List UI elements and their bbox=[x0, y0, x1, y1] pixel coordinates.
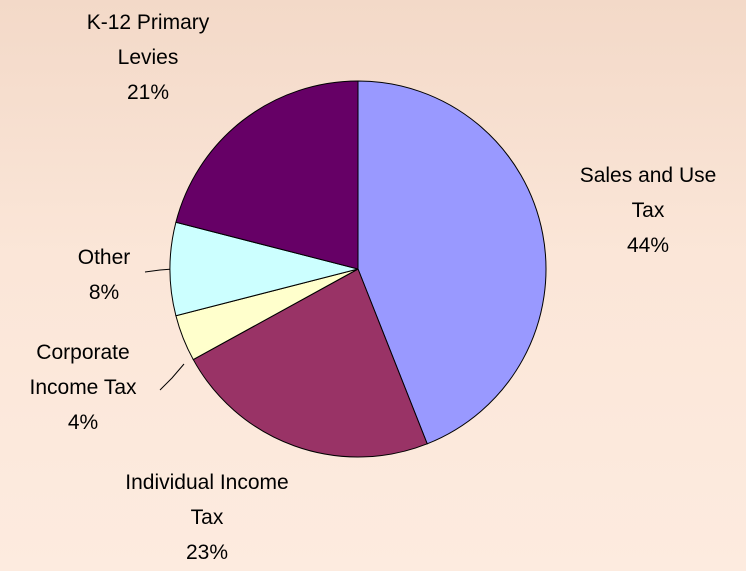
value-label: 8% bbox=[88, 281, 120, 304]
leader-line bbox=[144, 268, 174, 273]
pie-slice bbox=[169, 221, 359, 317]
value-label: 23% bbox=[185, 541, 229, 564]
value-label: 44% bbox=[626, 234, 670, 257]
slice-label: Sales and Use Tax 44% bbox=[568, 158, 728, 263]
slice-label: Other 8% bbox=[64, 240, 144, 310]
value-label: 4% bbox=[67, 411, 99, 434]
slice-label: K-12 Primary Levies 21% bbox=[68, 5, 228, 110]
slice-label: Corporate Income Tax 4% bbox=[8, 335, 158, 440]
category-label: K-12 Primary Levies bbox=[86, 11, 210, 69]
slice-label: Individual Income Tax 23% bbox=[117, 465, 297, 570]
category-label: Sales and Use Tax bbox=[579, 164, 717, 222]
pie-slice bbox=[357, 80, 547, 445]
leader-line bbox=[159, 363, 185, 391]
category-label: Individual Income Tax bbox=[125, 471, 289, 529]
pie-slice bbox=[175, 80, 359, 270]
pie-slice bbox=[192, 268, 428, 458]
category-label: Corporate Income Tax bbox=[29, 341, 137, 399]
category-label: Other bbox=[77, 246, 131, 269]
value-label: 21% bbox=[126, 81, 170, 104]
